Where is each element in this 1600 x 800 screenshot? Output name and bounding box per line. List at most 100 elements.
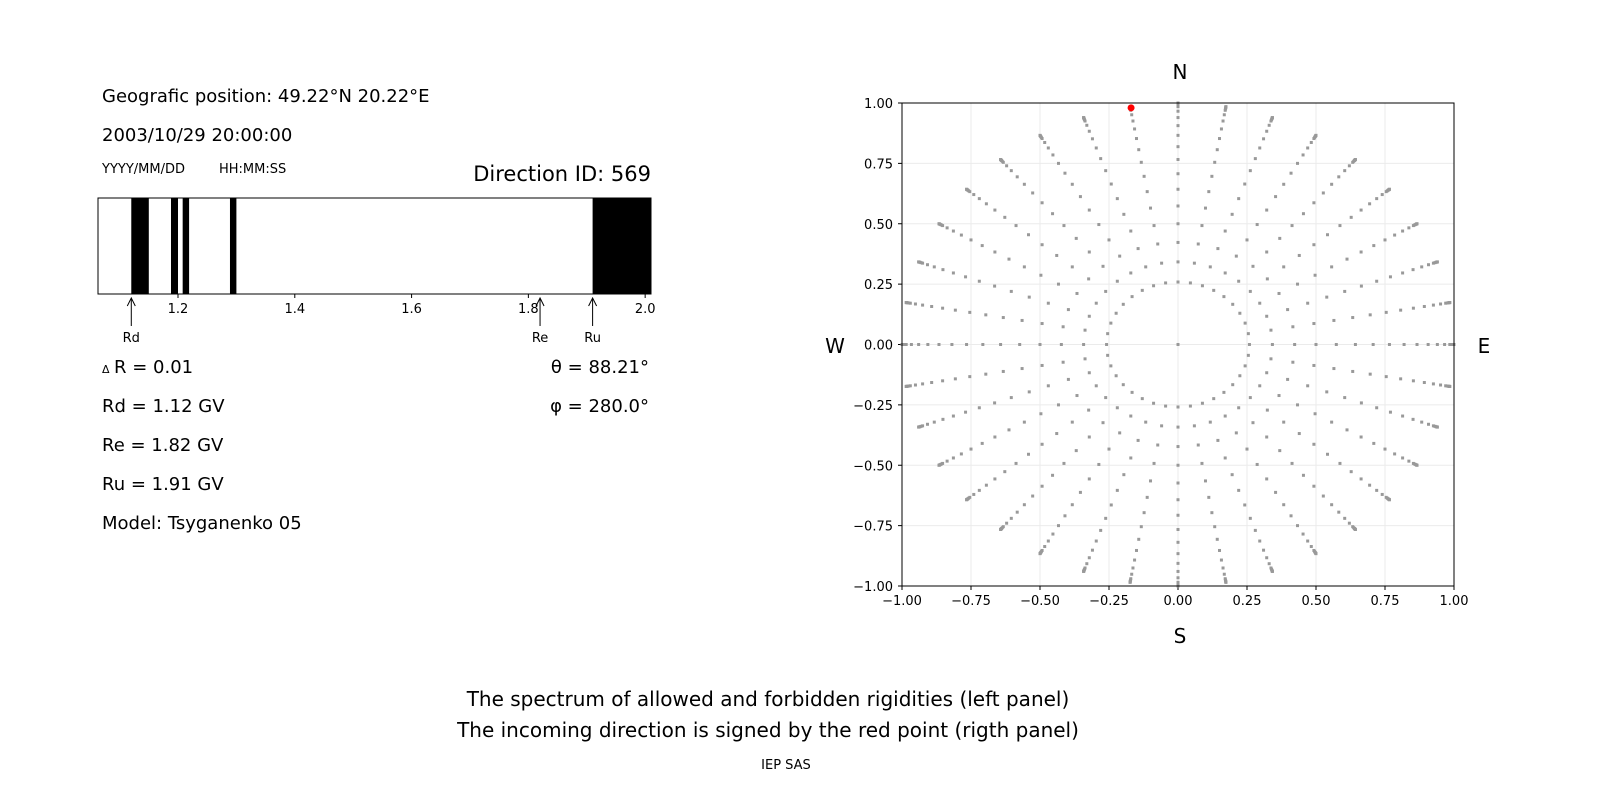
grid-point: [1247, 343, 1251, 346]
caption-line-1: The spectrum of allowed and forbidden ri…: [466, 687, 1070, 711]
grid-point: [1031, 494, 1035, 498]
grid-point: [965, 187, 969, 191]
grid-point: [1144, 265, 1148, 269]
arrow-head-icon: [126, 296, 136, 307]
x-tick-label: 2.0: [635, 302, 656, 317]
forbidden-band: [170, 198, 179, 294]
grid-point: [1176, 124, 1180, 128]
grid-point: [1136, 247, 1140, 251]
grid-point: [1074, 449, 1078, 453]
grid-point: [1330, 182, 1334, 186]
grid-point: [1104, 516, 1108, 520]
grid-point: [1422, 304, 1426, 308]
grid-point: [1231, 302, 1235, 306]
grid-point: [917, 425, 921, 429]
grid-point: [1231, 383, 1235, 387]
grid-point: [1085, 562, 1089, 566]
grid-point: [1222, 295, 1226, 299]
grid-point: [1282, 420, 1286, 424]
grid-point: [1224, 105, 1228, 109]
grid-point: [1015, 510, 1019, 514]
grid-point: [1321, 494, 1325, 498]
grid-point: [951, 456, 955, 460]
grid-point: [1129, 229, 1133, 233]
grid-point: [1009, 396, 1013, 400]
grid-point: [1274, 195, 1278, 199]
grid-point: [1431, 382, 1435, 386]
grid-point: [1094, 539, 1098, 543]
grid-point: [1314, 343, 1318, 346]
grid-point: [1270, 343, 1274, 346]
grid-point: [1330, 265, 1334, 269]
grid-point: [1223, 456, 1227, 460]
grid-point: [1115, 197, 1119, 201]
grid-point: [1176, 133, 1180, 137]
grid-point: [1351, 369, 1355, 373]
model-label: Model: Tsyganenko 05: [102, 513, 302, 534]
grid-point: [1176, 527, 1180, 531]
grid-point: [1152, 224, 1156, 228]
grid-point: [1368, 372, 1372, 376]
grid-point: [1245, 238, 1249, 242]
grid-point: [1152, 461, 1156, 465]
grid-point: [1243, 503, 1247, 507]
grid-point: [1223, 229, 1227, 233]
grid-point: [1345, 428, 1349, 432]
grid-point: [993, 284, 997, 288]
x-tick-label: 1.00: [1440, 594, 1469, 609]
grid-point: [1443, 343, 1447, 346]
grid-point: [1435, 343, 1439, 346]
grid-point: [1435, 260, 1439, 264]
grid-point: [1262, 137, 1266, 141]
grid-point: [1237, 279, 1241, 283]
grid-point: [1164, 281, 1168, 285]
grid-point: [1312, 322, 1316, 326]
grid-point: [1094, 301, 1098, 305]
grid-point: [1353, 343, 1357, 346]
grid-point: [1051, 473, 1055, 477]
grid-point: [909, 343, 913, 346]
grid-point: [1160, 261, 1164, 265]
grid-point: [1082, 343, 1086, 346]
grid-point: [1134, 137, 1138, 141]
grid-point: [1207, 190, 1211, 194]
grid-point: [1001, 316, 1005, 320]
grid-point: [1130, 572, 1134, 576]
grid-point: [1176, 116, 1180, 120]
compass-south: S: [1174, 624, 1187, 648]
grid-point: [1372, 244, 1376, 248]
grid-point: [1274, 490, 1278, 494]
grid-point: [1222, 572, 1226, 576]
grid-point: [993, 401, 997, 405]
grid-point: [1007, 428, 1011, 432]
grid-point: [999, 158, 1003, 162]
grid-point: [1216, 247, 1220, 251]
grid-point: [1277, 291, 1281, 295]
grid-point: [1213, 525, 1217, 529]
grid-point: [1018, 343, 1022, 346]
grid-point: [1104, 289, 1108, 293]
grid-point: [965, 343, 969, 346]
x-tick-label: 1.4: [284, 302, 305, 317]
grid-point: [968, 375, 972, 379]
grid-point: [1411, 268, 1415, 272]
grid-point: [1122, 212, 1126, 216]
grid-point: [1176, 222, 1180, 226]
grid-point: [1200, 461, 1204, 465]
grid-point: [1109, 182, 1113, 186]
y-tick-label: 0.75: [864, 157, 893, 172]
grid-point: [1040, 484, 1044, 488]
grid-point: [1368, 483, 1372, 487]
grid-point: [1160, 424, 1164, 428]
grid-point: [1176, 145, 1180, 149]
grid-point: [1439, 383, 1443, 387]
grid-point: [1022, 265, 1026, 269]
grid-point: [1401, 414, 1405, 418]
grid-point: [1133, 127, 1137, 131]
grid-point: [1291, 325, 1295, 329]
grid-point: [1200, 401, 1204, 405]
grid-point: [1130, 113, 1134, 117]
grid-point: [1313, 412, 1317, 416]
grid-point: [1359, 208, 1363, 212]
grid-point: [1372, 441, 1376, 445]
